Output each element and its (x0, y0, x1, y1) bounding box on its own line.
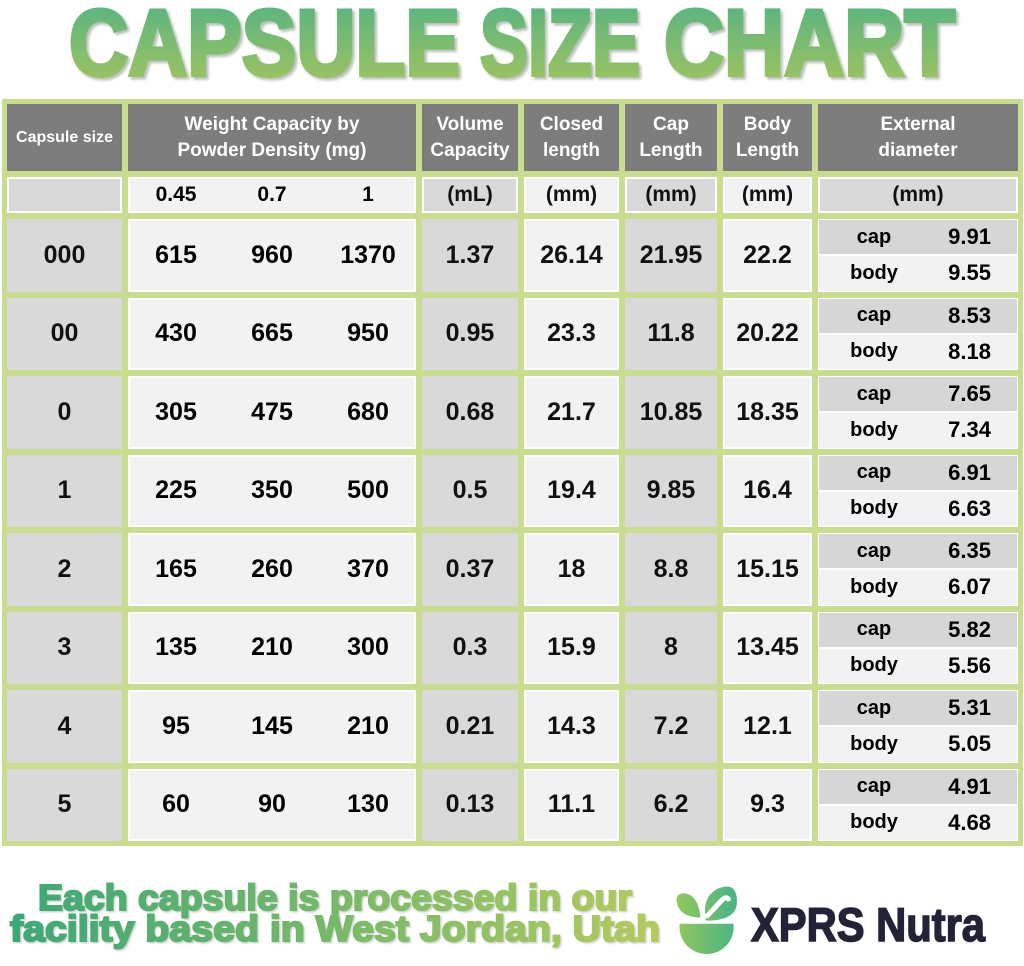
svg-text:Each capsule is processed in o: Each capsule is processed in our (38, 877, 632, 918)
svg-text:SIZE: SIZE (480, 0, 640, 95)
svg-text:facility based in West Jordan,: facility based in West Jordan, Utah (10, 908, 660, 949)
svg-text:CAPSULE: CAPSULE (69, 0, 460, 95)
svg-text:XPRS Nutra: XPRS Nutra (751, 898, 986, 951)
svg-text:CHART: CHART (664, 0, 955, 95)
